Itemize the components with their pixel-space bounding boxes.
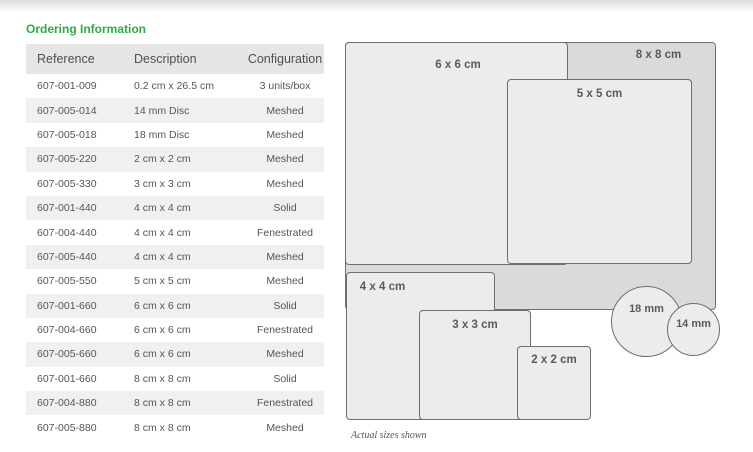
table-row: 607-001-440 4 cm x 4 cm Solid	[26, 195, 324, 221]
cell-reference: 607-001-660	[37, 372, 97, 385]
table-row: 607-004-440 4 cm x 4 cm Fenestrated	[26, 220, 324, 244]
table-row: 607-005-440 4 cm x 4 cm Meshed	[26, 244, 324, 270]
table-row: 607-005-880 8 cm x 8 cm Meshed	[26, 415, 324, 439]
cell-reference: 607-005-550	[37, 275, 97, 288]
header-description: Description	[123, 44, 246, 74]
cell-description: 2 cm x 2 cm	[123, 147, 246, 172]
cell-description: 4 cm x 4 cm	[134, 226, 191, 239]
cell-reference: 607-005-440	[26, 244, 123, 270]
cell-configuration: Solid	[246, 293, 324, 318]
diagram-caption: Actual sizes shown	[351, 430, 427, 441]
table-row: 607-005-014 14 mm Disc Meshed	[26, 98, 324, 123]
size-2x2-sheet: 2 x 2 cm	[517, 346, 591, 420]
cell-configuration: Meshed	[246, 244, 324, 270]
table-row: 607-005-220 2 cm x 2 cm Meshed	[26, 147, 324, 172]
size-5x5-label: 5 x 5 cm	[576, 88, 623, 100]
cell-configuration: Meshed	[266, 128, 304, 141]
header-reference: Reference	[26, 44, 123, 74]
cell-reference: 607-001-009	[37, 80, 97, 93]
disc-18mm-label: 18 mm	[629, 303, 664, 315]
size-4x4-label: 4 x 4 cm	[359, 281, 406, 293]
cell-reference: 607-001-440	[26, 195, 123, 221]
cell-description: 14 mm Disc	[123, 98, 246, 123]
table-header-row: Reference Description Configuration	[26, 44, 324, 74]
cell-reference: 607-001-660	[26, 293, 123, 318]
disc-18mm: 18 mm	[611, 286, 682, 357]
size-8x8-label: 8 x 8 cm	[635, 49, 682, 61]
size-6x6-label: 6 x 6 cm	[435, 59, 481, 71]
cell-reference: 607-005-014	[26, 98, 123, 123]
disc-14mm: 14 mm	[667, 303, 720, 356]
table-row: 607-005-018 18 mm Disc Meshed	[26, 123, 324, 147]
cell-configuration: Meshed	[266, 275, 304, 288]
header-configuration: Configuration	[246, 44, 324, 74]
cell-reference: 607-004-440	[37, 226, 97, 239]
table-row: 607-005-550 5 cm x 5 cm Meshed	[26, 269, 324, 293]
disc-14mm-label: 14 mm	[676, 318, 711, 330]
cell-configuration: Meshed	[246, 98, 324, 123]
cell-reference: 607-005-018	[37, 128, 97, 141]
cell-description: 4 cm x 4 cm	[123, 195, 246, 221]
ordering-table: Reference Description Configuration 607-…	[26, 44, 324, 440]
size-3x3-sheet: 3 x 3 cm	[419, 310, 531, 420]
table-row: 607-005-330 3 cm x 3 cm Meshed	[26, 172, 324, 196]
cell-description: 8 cm x 8 cm	[134, 372, 191, 385]
cell-reference: 607-005-330	[37, 177, 97, 190]
cell-configuration: Solid	[246, 195, 324, 221]
section-title: Ordering Information	[26, 22, 146, 36]
table-row: 607-004-660 6 cm x 6 cm Fenestrated	[26, 318, 324, 342]
cell-description: 18 mm Disc	[134, 128, 190, 141]
cell-description: 6 cm x 6 cm	[123, 293, 246, 318]
table-row: 607-001-660 8 cm x 8 cm Solid	[26, 367, 324, 391]
cell-reference: 607-005-220	[26, 147, 123, 172]
cell-description: 0.2 cm x 26.5 cm	[134, 80, 214, 93]
cell-description: 6 cm x 6 cm	[134, 324, 191, 337]
cell-configuration: Meshed	[246, 147, 324, 172]
size-3x3-label: 3 x 3 cm	[452, 319, 498, 331]
table-row: 607-001-009 0.2 cm x 26.5 cm 3 units/box	[26, 74, 324, 98]
size-5x5-sheet: 5 x 5 cm	[507, 79, 692, 264]
cell-configuration: Solid	[273, 372, 297, 385]
cell-reference: 607-004-660	[37, 324, 97, 337]
cell-description: 4 cm x 4 cm	[123, 244, 246, 270]
cell-description: 3 cm x 3 cm	[134, 177, 191, 190]
cell-configuration: Meshed	[266, 177, 304, 190]
cell-description: 8 cm x 8 cm	[123, 391, 246, 416]
cell-description: 6 cm x 6 cm	[123, 342, 246, 367]
cell-description: 5 cm x 5 cm	[134, 275, 191, 288]
cell-configuration: Meshed	[266, 421, 304, 434]
table-row: 607-001-660 6 cm x 6 cm Solid	[26, 293, 324, 318]
cell-configuration: Fenestrated	[256, 226, 314, 239]
cell-reference: 607-004-880	[26, 391, 123, 416]
table-row: 607-004-880 8 cm x 8 cm Fenestrated	[26, 391, 324, 416]
top-shade	[0, 0, 753, 12]
table-row: 607-005-660 6 cm x 6 cm Meshed	[26, 342, 324, 367]
cell-reference: 607-005-880	[37, 421, 97, 434]
size-2x2-label: 2 x 2 cm	[531, 354, 577, 366]
cell-configuration: Fenestrated	[246, 391, 324, 416]
cell-description: 8 cm x 8 cm	[134, 421, 191, 434]
cell-configuration: Meshed	[246, 342, 324, 367]
cell-configuration: Fenestrated	[256, 324, 314, 337]
cell-reference: 607-005-660	[26, 342, 123, 367]
cell-configuration: 3 units/box	[259, 80, 311, 93]
